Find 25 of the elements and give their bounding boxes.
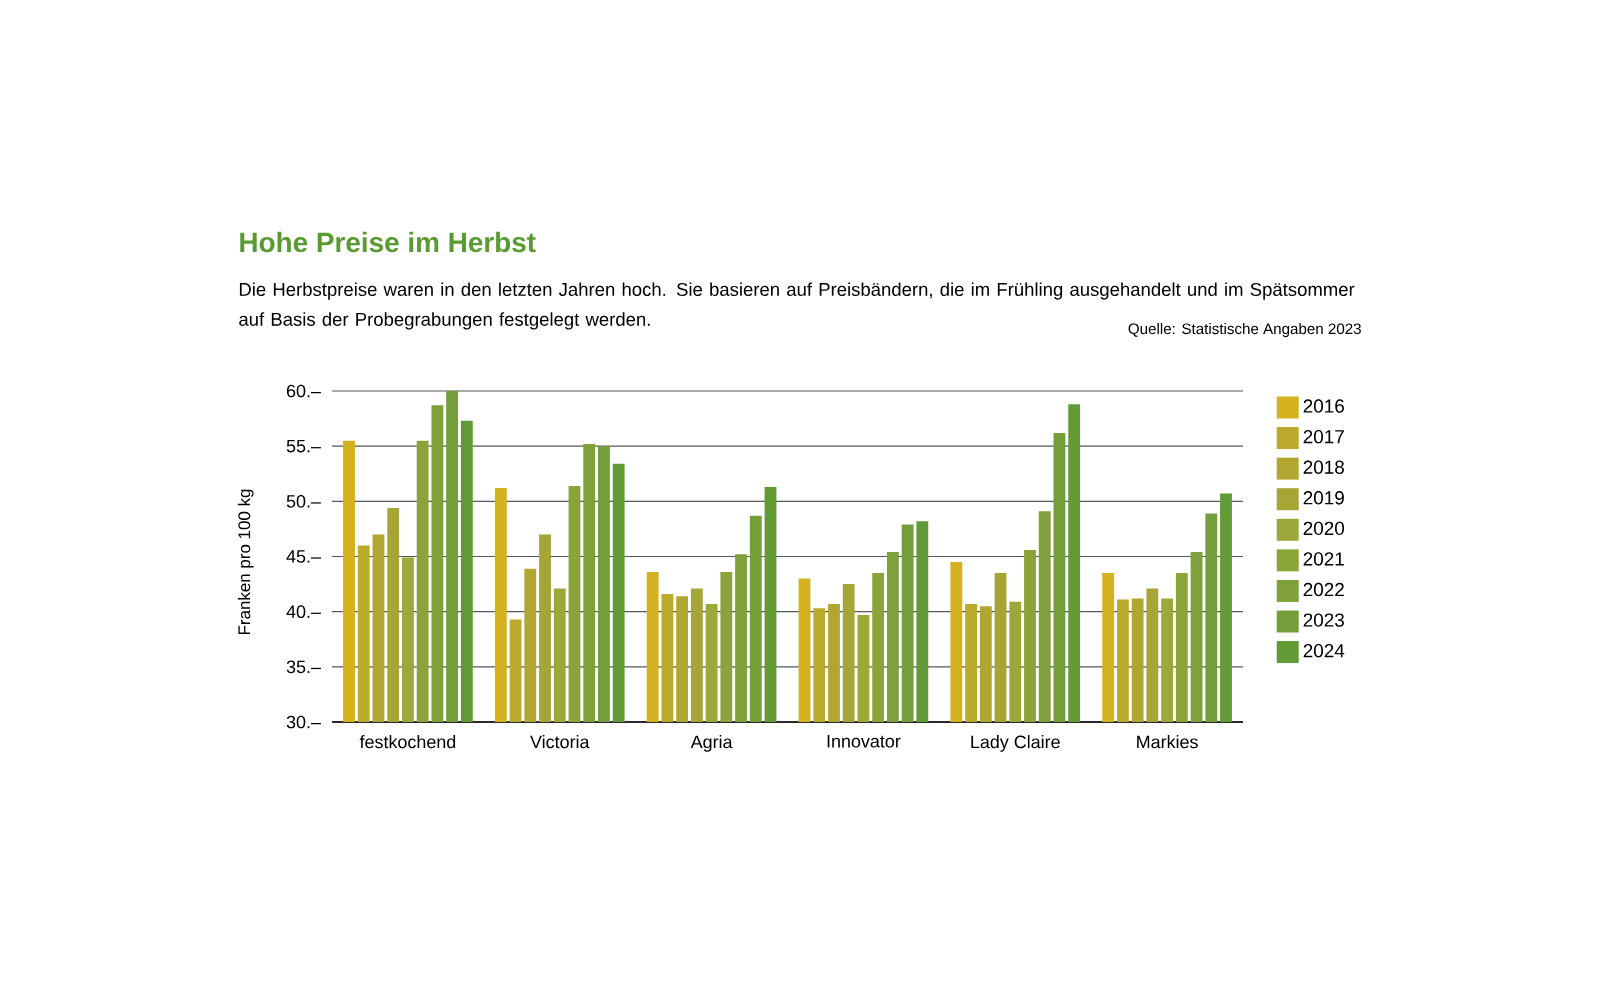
legend-label: 2020: [1303, 521, 1345, 536]
legend-label: 2016: [1303, 399, 1344, 413]
y-tick-label: 45.–: [286, 550, 321, 563]
x-tick-label: Agria: [690, 735, 733, 752]
y-tick-label: 55.–: [286, 439, 321, 453]
legend-label: 2023: [1303, 613, 1344, 627]
chart-title: Hohe Preise im Herbst: [240, 231, 536, 253]
legend-label: 2018: [1303, 460, 1344, 474]
x-tick-label: festkochend: [359, 735, 456, 749]
y-tick-label: 50.–: [286, 494, 321, 508]
y-axis-title: Franken pro 100 kg: [237, 489, 254, 635]
x-tick-label: Markies: [1137, 735, 1198, 749]
y-tick-label: 35.–: [286, 660, 321, 674]
legend-label: 2021: [1303, 552, 1344, 566]
legend-label: 2022: [1303, 582, 1344, 597]
legend-label: 2017: [1303, 429, 1344, 444]
x-tick-label: Lady Claire: [971, 735, 1060, 752]
source-note: Quelle: Statistische Angaben 2023: [1128, 323, 1361, 338]
legend-label: 2024: [1303, 643, 1345, 658]
y-tick-label: 40.–: [286, 605, 321, 619]
x-tick-label: Victoria: [530, 735, 590, 749]
y-tick-label: 60.–: [286, 384, 321, 398]
x-tick-label: Innovator: [827, 735, 901, 748]
y-tick-label: 30.–: [286, 715, 321, 729]
legend-label: 2019: [1303, 491, 1344, 505]
